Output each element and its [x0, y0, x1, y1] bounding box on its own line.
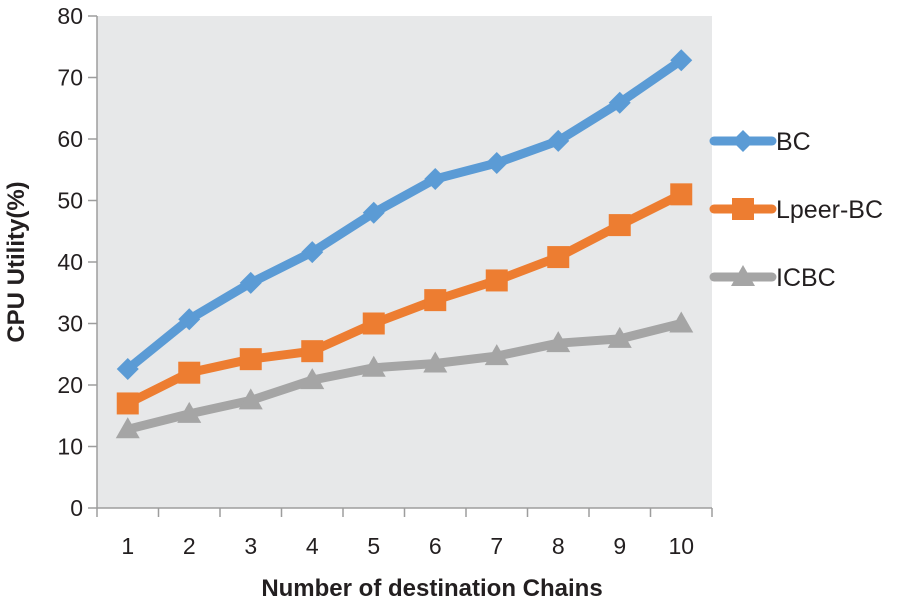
data-point: [547, 129, 570, 152]
series-line: [125, 190, 684, 408]
legend-label: ICBC: [776, 264, 836, 292]
legend-item-bc: BC: [709, 128, 811, 156]
series-lpeer-bc: [116, 183, 693, 415]
y-tick-label: 0: [70, 495, 83, 521]
data-point: [301, 241, 324, 264]
data-point: [301, 340, 324, 363]
x-tick-label: 1: [121, 533, 134, 559]
data-point: [424, 289, 447, 312]
x-tick-label: 9: [613, 533, 626, 559]
legend-item-icbc: ICBC: [709, 264, 836, 292]
legend-marker: [731, 265, 755, 286]
data-point: [547, 246, 570, 269]
data-point: [362, 312, 385, 335]
series-bc: [116, 49, 693, 381]
data-point: [608, 91, 631, 114]
y-tick-label: 70: [57, 65, 83, 91]
x-tick-label: 6: [429, 533, 442, 559]
x-tick-label: 10: [668, 533, 694, 559]
x-tick-label: 4: [306, 533, 319, 559]
series-icbc: [115, 311, 694, 439]
series-line: [126, 319, 683, 434]
legend-label: BC: [776, 128, 811, 156]
data-point: [670, 183, 693, 206]
y-tick-label: 40: [57, 249, 83, 275]
data-point: [178, 361, 201, 384]
plot-area: [97, 16, 712, 508]
data-point: [115, 417, 140, 439]
data-point: [177, 401, 202, 423]
data-point: [238, 388, 263, 410]
y-axis-label: CPU Utility(%): [3, 181, 30, 342]
data-point: [178, 308, 201, 331]
legend-marker: [732, 130, 754, 152]
y-tick-label: 60: [57, 126, 83, 152]
data-point: [608, 214, 631, 237]
y-tick-label: 50: [57, 188, 83, 214]
data-point: [424, 167, 447, 190]
x-tick-label: 7: [490, 533, 503, 559]
data-point: [607, 326, 632, 348]
data-point: [239, 271, 262, 294]
data-point: [300, 368, 325, 390]
data-point: [362, 201, 385, 224]
legend-marker: [732, 198, 754, 220]
x-tick-label: 2: [183, 533, 196, 559]
data-point: [116, 392, 139, 415]
y-tick-label: 20: [57, 372, 83, 398]
y-tick-label: 80: [57, 3, 83, 29]
data-point: [669, 311, 694, 333]
y-tick-label: 30: [57, 311, 83, 337]
x-tick-label: 5: [367, 533, 380, 559]
data-point: [116, 358, 139, 381]
x-tick-label: 3: [244, 533, 257, 559]
data-point: [239, 348, 262, 371]
x-tick-label: 8: [552, 533, 565, 559]
x-axis-label: Number of destination Chains: [261, 575, 602, 602]
data-point: [361, 355, 386, 377]
data-point: [484, 344, 509, 366]
legend-item-lpeer-bc: Lpeer-BC: [709, 196, 883, 224]
data-point: [485, 269, 508, 292]
data-point: [423, 351, 448, 373]
data-point: [546, 331, 571, 353]
data-point: [485, 151, 508, 174]
legend-label: Lpeer-BC: [776, 196, 883, 224]
y-tick-label: 10: [57, 434, 83, 460]
series-line: [124, 56, 684, 373]
data-point: [670, 49, 693, 72]
